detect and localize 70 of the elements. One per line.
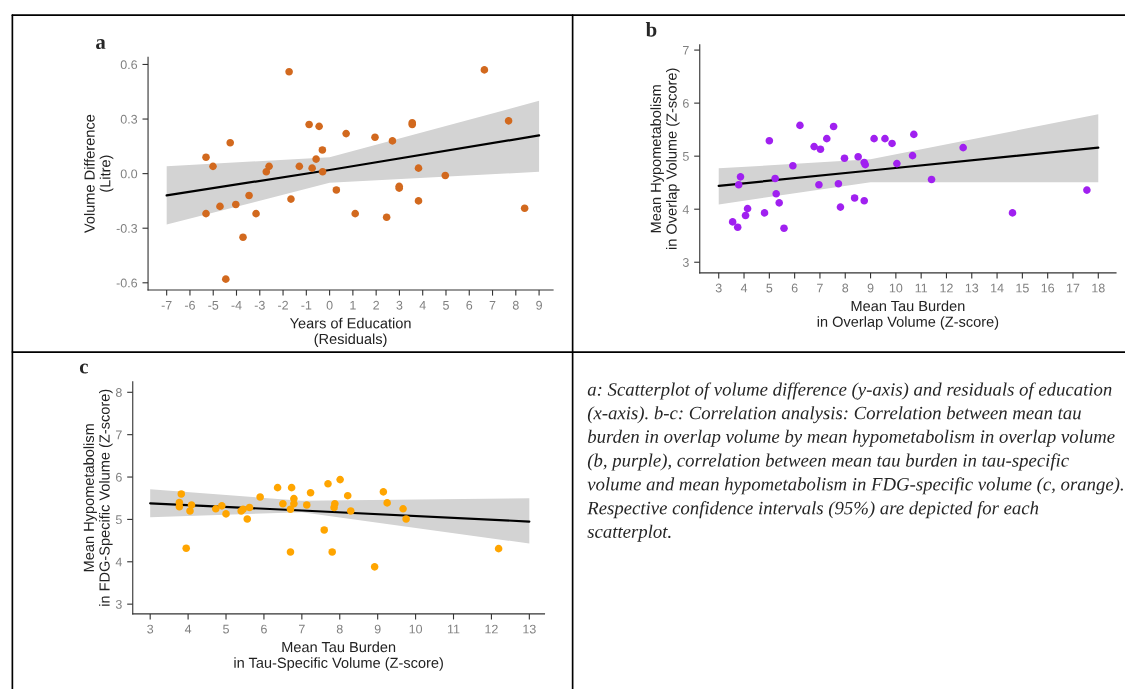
y-tick-label: 4 bbox=[682, 205, 689, 214]
x-tick-label: 11 bbox=[915, 283, 928, 293]
x-tick-label: 5 bbox=[223, 624, 229, 634]
text: a: Scatterplot of volume difference (y-axis) and residuals of education (x-axis). b-c: Correlation analysis: Correlation between mean tau burden in overlap volume by mean hypometabolism in overlap volume (b, purple), correlation between mean tau burden in tau-specific volume and mean hypometabolism in FDG-specific volume (c, orange). Respective confidence intervals (95%) are depicted for each scatterplot. bbox=[587, 382, 1123, 542]
x-tick-label: 10 bbox=[889, 283, 903, 293]
x-tick-label: 9 bbox=[374, 624, 381, 634]
x-tick-label: 5 bbox=[443, 300, 449, 310]
x-tick-label: 9 bbox=[867, 283, 874, 293]
y-axis-title: Mean Hypometabolism in FDG-Specific Volume (Z-score) bbox=[83, 389, 113, 606]
x-tick-label: 5 bbox=[766, 283, 773, 293]
x-tick-label: 16 bbox=[1041, 283, 1055, 293]
x-tick-label: 18 bbox=[1092, 283, 1105, 293]
y-tick-label: 4 bbox=[115, 557, 122, 567]
y-tick-label: 0.6 bbox=[120, 60, 138, 70]
y-tick-label: 3 bbox=[682, 258, 689, 267]
x-tick-label: 7 bbox=[817, 283, 823, 293]
y-tick-label: 7 bbox=[683, 46, 689, 55]
chart-title: b bbox=[645, 22, 657, 37]
chart-title: a bbox=[96, 39, 106, 50]
x-tick-label: 3 bbox=[715, 283, 722, 293]
x-tick-label: 4 bbox=[184, 624, 192, 634]
x-tick-label: 11 bbox=[447, 624, 460, 634]
y-tick-label: 8 bbox=[115, 388, 122, 397]
x-axis-title: Mean Tau Burden in Overlap Volume (Z-score) bbox=[817, 300, 999, 330]
y-tick-label: -0.3 bbox=[116, 224, 138, 233]
x-tick-label: 12 bbox=[485, 624, 498, 634]
y-tick-label: 5 bbox=[115, 515, 122, 525]
x-tick-label: 13 bbox=[523, 624, 536, 634]
x-tick-label: 6 bbox=[466, 300, 473, 310]
x-tick-label: -6 bbox=[184, 300, 195, 310]
x-tick-label: 7 bbox=[489, 300, 496, 310]
x-tick-label: 7 bbox=[299, 624, 305, 634]
x-tick-label: -7 bbox=[161, 300, 172, 310]
y-tick-label: -0.6 bbox=[116, 278, 138, 288]
x-tick-label: 17 bbox=[1066, 283, 1080, 293]
x-tick-label: 10 bbox=[409, 624, 423, 634]
chart-title: c bbox=[79, 363, 88, 374]
y-tick-label: 0.3 bbox=[120, 114, 138, 124]
x-tick-label: 8 bbox=[336, 624, 343, 634]
x-tick-label: -5 bbox=[208, 300, 219, 310]
y-axis-title: Mean Hypometabolism in Overlap Volume (Z-score) bbox=[650, 68, 680, 250]
x-tick-label: 9 bbox=[536, 300, 542, 310]
x-tick-label: -3 bbox=[254, 300, 265, 310]
x-tick-label: 0 bbox=[326, 300, 333, 310]
x-tick-label: 4 bbox=[419, 300, 426, 310]
y-tick-label: 3 bbox=[115, 599, 122, 609]
x-tick-label: 2 bbox=[373, 300, 379, 310]
y-axis-title: Volume Difference (Litre) bbox=[84, 114, 114, 234]
x-tick-label: -1 bbox=[301, 300, 312, 310]
x-tick-label: 3 bbox=[396, 300, 403, 310]
x-tick-label: 8 bbox=[842, 283, 849, 293]
x-tick-label: 1 bbox=[350, 300, 356, 310]
x-tick-label: 14 bbox=[991, 283, 1004, 293]
x-tick-label: 13 bbox=[965, 283, 979, 293]
x-tick-label: 12 bbox=[940, 283, 953, 293]
y-tick-label: 5 bbox=[682, 152, 689, 161]
x-tick-label: 6 bbox=[261, 624, 267, 634]
y-tick-label: 6 bbox=[116, 472, 122, 482]
y-tick-label: 7 bbox=[116, 430, 122, 440]
x-tick-label: 3 bbox=[147, 624, 154, 634]
x-tick-label: 8 bbox=[512, 300, 519, 310]
x-tick-label: 4 bbox=[740, 283, 748, 293]
x-axis-title: Years of Education (Residuals) bbox=[289, 317, 411, 347]
x-tick-label: 6 bbox=[791, 283, 798, 293]
x-tick-label: -4 bbox=[231, 300, 242, 310]
y-tick-label: 6 bbox=[683, 98, 689, 108]
x-tick-label: 15 bbox=[1016, 283, 1029, 293]
y-tick-label: 0.0 bbox=[120, 169, 138, 179]
x-axis-title: Mean Tau Burden in Tau-Specific Volume (Z-score) bbox=[234, 641, 443, 671]
x-tick-label: -2 bbox=[278, 300, 288, 310]
